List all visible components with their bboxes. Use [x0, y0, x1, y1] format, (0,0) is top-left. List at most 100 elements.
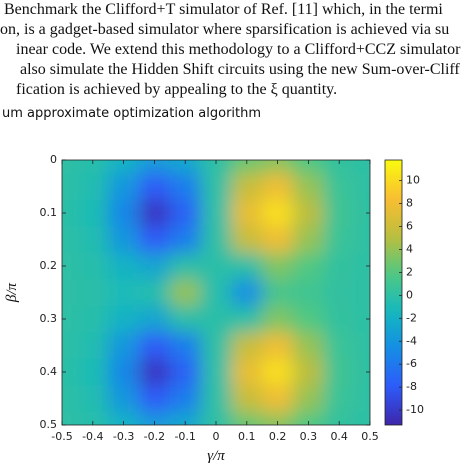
heatmap-cell: [62, 226, 78, 254]
heatmap-cell: [323, 358, 356, 386]
text-line: on, is a gadget-based simulator where sp…: [0, 21, 449, 38]
heatmap-cell: [323, 305, 356, 333]
heatmap-cell: [354, 226, 370, 254]
heatmap-cell: [354, 332, 370, 360]
heatmap-cell: [354, 252, 370, 280]
heatmap-cell: [293, 385, 325, 413]
colorbar-tick-label: -2: [406, 311, 417, 324]
heatmap-cell: [77, 411, 109, 425]
y-tick-label: 0.3: [40, 312, 58, 325]
heatmap-cell: [108, 411, 140, 425]
heatmap-cell: [200, 160, 232, 174]
heatmap-cell: [262, 199, 294, 227]
colorbar-tick-label: 6: [406, 220, 413, 233]
heatmap-cell: [293, 226, 325, 254]
text-line: inear code. We extend this methodology t…: [16, 41, 461, 58]
heatmap-cell: [62, 173, 78, 201]
heatmap-cell: [169, 226, 202, 254]
heatmap-cell: [169, 411, 202, 425]
colorbar: [384, 159, 403, 426]
heatmap-cell: [108, 358, 140, 386]
heatmap-cell: [77, 358, 109, 386]
heatmap-cell: [231, 385, 263, 413]
colorbar-tick-label: -8: [406, 380, 417, 393]
heatmap: [62, 160, 370, 425]
heatmap-cell: [108, 173, 140, 201]
x-tick-label: 0.2: [269, 430, 287, 443]
heatmap-cell: [293, 305, 325, 333]
heatmap-cell: [200, 305, 232, 333]
x-tick-label: 0.4: [330, 430, 348, 443]
colorbar-tick-label: 2: [406, 265, 413, 278]
heatmap-cell: [262, 332, 294, 360]
heatmap-cell: [169, 252, 202, 280]
x-tick-label: 0.5: [361, 430, 379, 443]
text-line: Benchmark the Clifford+T simulator of Re…: [4, 1, 443, 18]
heatmap-cell: [77, 160, 109, 174]
heatmap-cell: [139, 252, 171, 280]
heatmap-cell: [354, 411, 370, 425]
heatmap-cell: [231, 332, 263, 360]
heatmap-cell: [354, 358, 370, 386]
heatmap-cell: [169, 173, 202, 201]
heatmap-cell: [108, 252, 140, 280]
heatmap-cell: [262, 173, 294, 201]
heatmap-cell: [62, 385, 78, 413]
y-tick-label: 0.4: [40, 365, 58, 378]
heatmap-cell: [262, 305, 294, 333]
heatmap-cell: [77, 332, 109, 360]
heatmap-cell: [108, 199, 140, 227]
heatmap-cell: [262, 226, 294, 254]
heatmap-cell: [139, 279, 171, 307]
heatmap-cell: [323, 199, 356, 227]
heatmap-cell: [200, 173, 232, 201]
heatmap-cell: [354, 173, 370, 201]
heatmap-cell: [108, 279, 140, 307]
heatmap-cell: [231, 226, 263, 254]
heatmap-cell: [200, 358, 232, 386]
heatmap-cell: [293, 411, 325, 425]
x-tick-label: 0: [213, 430, 220, 443]
colorbar-tick-label: 10: [406, 174, 420, 187]
heatmap-cell: [169, 279, 202, 307]
y-tick-label: 0.5: [40, 418, 58, 431]
heatmap-cell: [62, 305, 78, 333]
heatmap-cell: [323, 385, 356, 413]
heatmap-cell: [231, 160, 263, 174]
heatmap-cell: [77, 199, 109, 227]
text-line: fication is achieved by appealing to the…: [16, 81, 337, 98]
heatmap-cell: [262, 385, 294, 413]
heatmap-cell: [231, 173, 263, 201]
heatmap-cell: [231, 411, 263, 425]
heatmap-cell: [293, 173, 325, 201]
heatmap-cell: [262, 358, 294, 386]
heatmap-cell: [200, 411, 232, 425]
colorbar-tick-label: 0: [406, 288, 413, 301]
heatmap-cell: [139, 173, 171, 201]
heatmap-cell: [139, 411, 171, 425]
heatmap-cell: [139, 199, 171, 227]
heatmap-cell: [323, 160, 356, 174]
heatmap-cell: [200, 199, 232, 227]
y-axis-label: β/π: [4, 282, 20, 303]
heatmap-cell: [139, 332, 171, 360]
heatmap-cell: [293, 252, 325, 280]
colorbar-tick-label: -6: [406, 357, 417, 370]
x-tick-label: -0.4: [82, 430, 103, 443]
heatmap-cell: [169, 160, 202, 174]
heatmap-cell: [231, 358, 263, 386]
section-heading: um approximate optimization algorithm: [2, 106, 261, 121]
heatmap-cell: [200, 279, 232, 307]
heatmap-cell: [293, 199, 325, 227]
heatmap-cell: [139, 358, 171, 386]
heatmap-cell: [108, 332, 140, 360]
heatmap-cell: [293, 358, 325, 386]
heatmap-cell: [323, 332, 356, 360]
heatmap-cell: [62, 160, 78, 174]
colorbar-tick-label: 4: [406, 242, 413, 255]
x-tick-label: -0.5: [51, 430, 72, 443]
heatmap-cell: [62, 279, 78, 307]
heatmap-cell: [77, 279, 109, 307]
heatmap-cell: [169, 358, 202, 386]
x-tick-label: 0.1: [238, 430, 256, 443]
